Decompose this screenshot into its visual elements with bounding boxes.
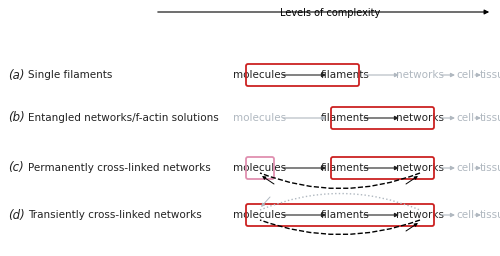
Text: tissue: tissue xyxy=(480,113,500,123)
Text: networks: networks xyxy=(396,163,444,173)
Text: tissue: tissue xyxy=(480,163,500,173)
Text: molecules: molecules xyxy=(234,163,286,173)
Text: networks: networks xyxy=(396,210,444,220)
Text: filaments: filaments xyxy=(320,113,370,123)
Text: (d): (d) xyxy=(8,208,25,221)
Text: molecules: molecules xyxy=(234,113,286,123)
Text: Levels of complexity: Levels of complexity xyxy=(280,8,380,18)
Text: networks: networks xyxy=(396,70,444,80)
Text: tissue: tissue xyxy=(480,210,500,220)
Text: filaments: filaments xyxy=(320,163,370,173)
Text: molecules: molecules xyxy=(234,70,286,80)
Text: (c): (c) xyxy=(8,162,24,175)
Text: molecules: molecules xyxy=(234,210,286,220)
Text: networks: networks xyxy=(396,113,444,123)
Text: filaments: filaments xyxy=(320,210,370,220)
Text: cell: cell xyxy=(456,113,474,123)
Text: Entangled networks/f-actin solutions: Entangled networks/f-actin solutions xyxy=(28,113,219,123)
Text: (b): (b) xyxy=(8,112,25,124)
Text: cell: cell xyxy=(456,70,474,80)
Text: cell: cell xyxy=(456,210,474,220)
Text: cell: cell xyxy=(456,163,474,173)
Text: Permanently cross-linked networks: Permanently cross-linked networks xyxy=(28,163,211,173)
Text: Single filaments: Single filaments xyxy=(28,70,112,80)
Text: Transiently cross-linked networks: Transiently cross-linked networks xyxy=(28,210,202,220)
Text: (a): (a) xyxy=(8,69,24,81)
Text: filaments: filaments xyxy=(320,70,370,80)
Text: tissue: tissue xyxy=(480,70,500,80)
